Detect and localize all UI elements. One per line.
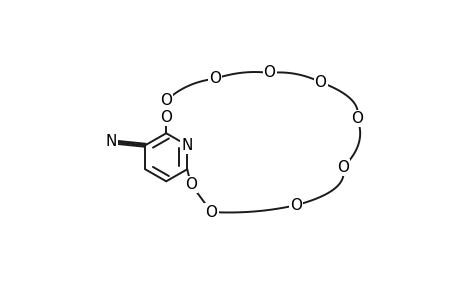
Text: O: O	[205, 205, 217, 220]
Text: N: N	[106, 134, 117, 149]
Text: N: N	[181, 138, 192, 153]
Text: O: O	[350, 111, 362, 126]
Text: O: O	[209, 71, 221, 86]
Text: O: O	[160, 110, 172, 125]
Text: O: O	[290, 198, 302, 213]
Text: O: O	[336, 160, 348, 175]
Text: O: O	[185, 177, 196, 192]
Text: O: O	[160, 93, 172, 108]
Text: O: O	[263, 65, 275, 80]
Text: O: O	[314, 75, 326, 90]
